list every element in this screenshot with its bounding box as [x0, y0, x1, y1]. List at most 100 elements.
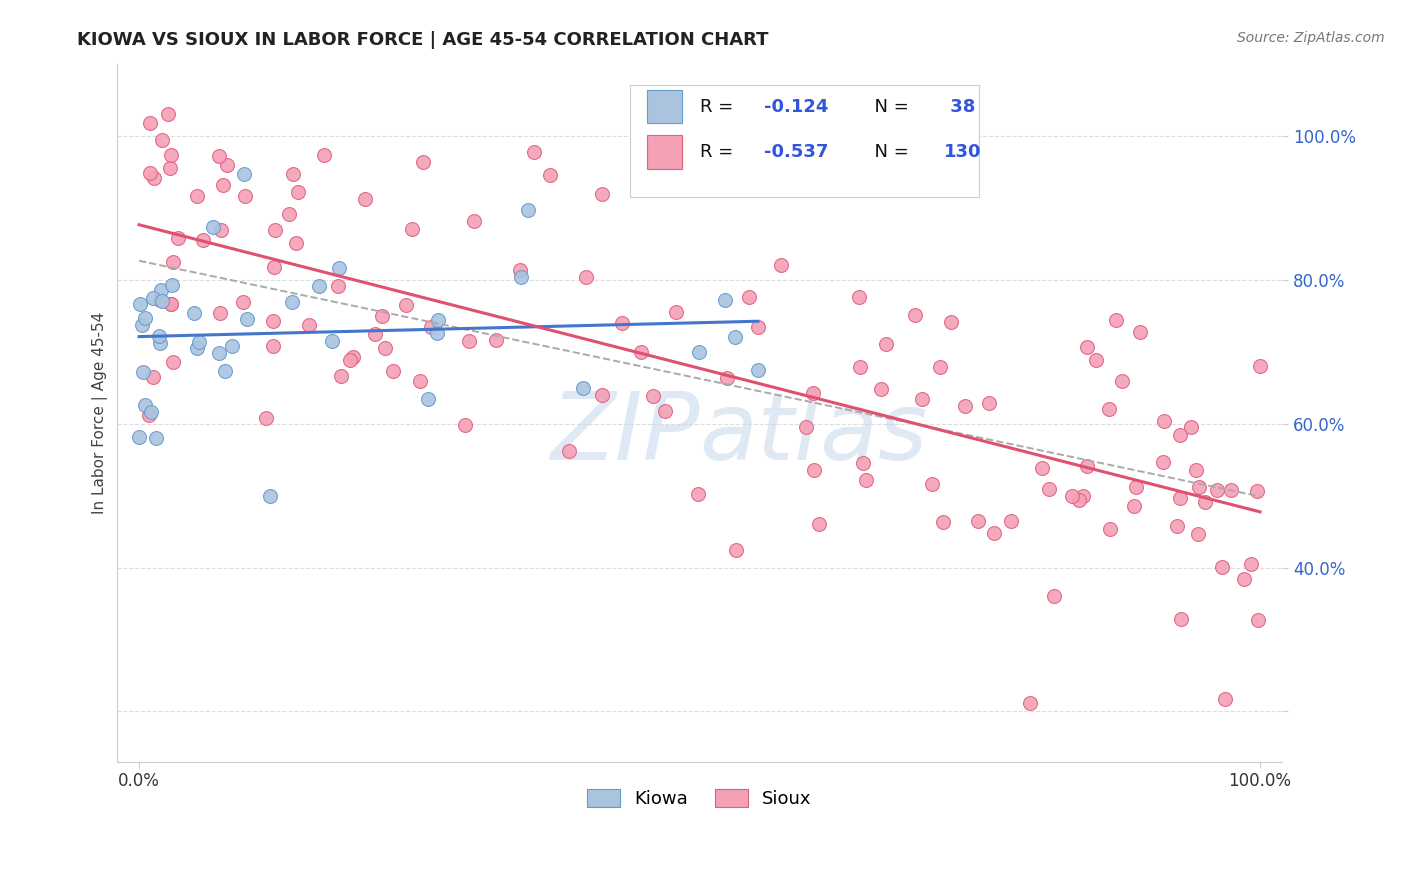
- Point: [454, 417, 477, 432]
- Point: [148, 328, 170, 343]
- Point: [724, 330, 747, 344]
- Point: [1031, 461, 1053, 475]
- Point: [852, 456, 875, 470]
- Point: [328, 260, 350, 275]
- Point: [308, 279, 330, 293]
- Point: [1166, 518, 1188, 533]
- Point: [979, 396, 1001, 410]
- Point: [297, 318, 319, 332]
- Point: [1098, 522, 1121, 536]
- Point: [801, 386, 824, 401]
- Point: [688, 345, 710, 359]
- Point: [202, 219, 225, 234]
- Point: [149, 293, 172, 307]
- Point: [353, 192, 375, 206]
- Point: [329, 368, 352, 383]
- Point: [523, 145, 546, 160]
- Point: [714, 293, 737, 307]
- Point: [1038, 483, 1060, 497]
- Point: [1153, 414, 1175, 428]
- Point: [285, 235, 308, 250]
- Point: [1111, 374, 1133, 388]
- Point: [928, 359, 950, 374]
- Point: [1168, 427, 1191, 442]
- Point: [139, 405, 162, 419]
- Point: [1213, 692, 1236, 706]
- Point: [848, 290, 870, 304]
- Point: [1168, 491, 1191, 505]
- Point: [654, 404, 676, 418]
- Point: [128, 430, 150, 444]
- Point: [509, 270, 531, 285]
- Point: [427, 313, 450, 327]
- Point: [139, 166, 162, 180]
- Point: [142, 291, 165, 305]
- Point: [932, 515, 955, 529]
- Point: [516, 202, 538, 217]
- Point: [162, 354, 184, 368]
- Text: ZIP: ZIP: [550, 388, 700, 479]
- Point: [263, 260, 285, 275]
- Point: [1043, 589, 1066, 603]
- Point: [1076, 458, 1098, 473]
- Point: [186, 188, 208, 202]
- Point: [1187, 527, 1209, 541]
- Point: [283, 167, 305, 181]
- Point: [484, 333, 506, 347]
- Point: [160, 297, 183, 311]
- Point: [1085, 353, 1108, 368]
- Point: [571, 381, 593, 395]
- Y-axis label: In Labor Force | Age 45-54: In Labor Force | Age 45-54: [93, 312, 108, 514]
- Point: [131, 318, 153, 333]
- Legend: Kiowa, Sioux: Kiowa, Sioux: [581, 781, 818, 815]
- Point: [214, 364, 236, 378]
- Point: [1211, 559, 1233, 574]
- Point: [277, 207, 299, 221]
- Point: [612, 316, 634, 330]
- Point: [342, 350, 364, 364]
- Point: [412, 155, 434, 169]
- Point: [215, 158, 238, 172]
- Point: [1219, 483, 1241, 497]
- FancyBboxPatch shape: [630, 85, 980, 196]
- Point: [143, 170, 166, 185]
- Point: [1067, 493, 1090, 508]
- Point: [1097, 401, 1119, 416]
- Point: [159, 161, 181, 176]
- Point: [1129, 326, 1152, 340]
- Point: [575, 270, 598, 285]
- Point: [233, 189, 256, 203]
- Point: [186, 342, 208, 356]
- Point: [139, 116, 162, 130]
- Point: [162, 278, 184, 293]
- Point: [1233, 572, 1256, 586]
- Text: R =: R =: [700, 143, 738, 161]
- Point: [1206, 483, 1229, 497]
- Point: [426, 326, 449, 341]
- Point: [142, 369, 165, 384]
- Point: [953, 399, 976, 413]
- Point: [1062, 489, 1084, 503]
- Text: R =: R =: [700, 97, 738, 116]
- Point: [686, 487, 709, 501]
- Point: [665, 305, 688, 319]
- Point: [538, 168, 561, 182]
- Point: [254, 411, 277, 425]
- Point: [370, 309, 392, 323]
- Point: [1247, 613, 1270, 627]
- Point: [1194, 494, 1216, 508]
- Point: [262, 314, 284, 328]
- Point: [150, 133, 173, 147]
- Point: [259, 489, 281, 503]
- Point: [1105, 313, 1128, 327]
- Point: [1073, 489, 1095, 503]
- Point: [287, 185, 309, 199]
- Point: [591, 388, 613, 402]
- Point: [160, 147, 183, 161]
- Text: Source: ZipAtlas.com: Source: ZipAtlas.com: [1237, 31, 1385, 45]
- Point: [382, 364, 405, 378]
- Point: [236, 311, 259, 326]
- Point: [747, 319, 769, 334]
- Point: [339, 352, 361, 367]
- Point: [875, 336, 897, 351]
